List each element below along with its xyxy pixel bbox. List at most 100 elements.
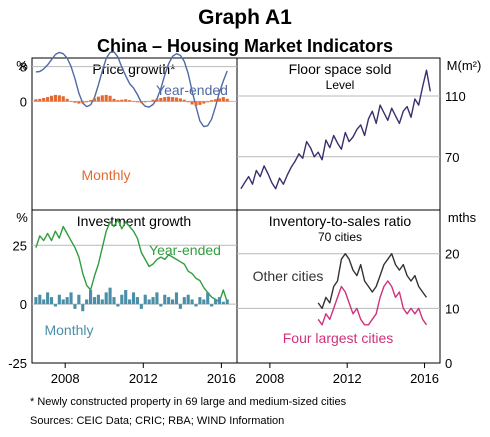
bar-monthly <box>225 299 229 305</box>
unit-right-bottom: mths <box>448 210 477 225</box>
bar-monthly <box>100 95 104 102</box>
unit-left-bottom: % <box>16 210 28 225</box>
bar-monthly <box>190 101 194 105</box>
bar-monthly <box>221 97 225 102</box>
bar-monthly <box>151 297 155 305</box>
bar-monthly <box>96 96 100 102</box>
x-tick-label: 2012 <box>129 371 158 386</box>
y-tick-label: 0 <box>445 356 452 371</box>
label-investment-year-ended: Year-ended <box>149 242 221 258</box>
label-four-largest: Four largest cities <box>283 330 393 346</box>
line-four-largest-cities <box>317 280 428 326</box>
bar-monthly <box>202 101 206 104</box>
bar-monthly <box>85 101 89 103</box>
bar-monthly <box>167 297 171 305</box>
bar-monthly <box>85 299 89 305</box>
bar-monthly <box>131 292 136 305</box>
label-other-cities: Other cities <box>253 268 324 284</box>
bar-monthly <box>163 294 167 305</box>
bar-monthly <box>139 101 143 103</box>
bar-monthly <box>49 297 54 305</box>
bar-monthly <box>213 299 218 305</box>
bar-monthly <box>147 100 151 102</box>
panel-title-floor-space: Floor space sold <box>289 61 392 77</box>
bar-monthly <box>143 294 147 305</box>
bar-monthly <box>182 297 186 305</box>
bar-monthly <box>77 101 81 104</box>
y-tick-label: 10 <box>445 301 459 316</box>
bar-monthly <box>213 99 218 102</box>
bar-monthly <box>89 100 93 102</box>
bar-monthly <box>217 297 221 305</box>
bar-monthly <box>131 100 136 102</box>
bar-monthly <box>61 96 65 102</box>
bar-monthly <box>147 299 151 305</box>
bar-monthly <box>53 304 57 307</box>
unit-right-top: M(m²) <box>447 58 482 73</box>
bar-monthly <box>163 97 167 102</box>
bar-monthly <box>112 98 116 102</box>
x-tick-label: 2008 <box>255 371 284 386</box>
line-level <box>240 69 431 190</box>
y-tick-label: 25 <box>13 238 27 253</box>
bar-monthly <box>92 297 97 305</box>
bar-monthly <box>116 100 120 102</box>
bar-monthly <box>112 297 116 305</box>
bar-monthly <box>46 97 50 102</box>
bar-monthly <box>128 100 132 102</box>
bar-monthly <box>190 299 194 305</box>
bar-monthly <box>171 299 175 305</box>
bar-monthly <box>124 290 128 305</box>
bar-monthly <box>96 294 100 305</box>
bar-monthly <box>42 97 46 102</box>
bar-monthly <box>206 292 210 305</box>
bar-monthly <box>65 297 69 305</box>
bar-monthly <box>155 292 159 305</box>
bar-monthly <box>186 101 190 103</box>
bar-monthly <box>73 304 77 309</box>
bar-monthly <box>89 290 93 305</box>
bar-monthly <box>174 292 179 305</box>
y-tick-label: 0 <box>20 297 27 312</box>
y-tick-label: -25 <box>8 356 27 371</box>
bar-monthly <box>198 297 202 305</box>
bar-monthly <box>53 94 57 102</box>
bar-monthly <box>159 304 163 307</box>
bar-monthly <box>81 101 85 104</box>
bar-monthly <box>61 299 65 305</box>
bar-monthly <box>194 304 198 307</box>
bar-monthly <box>143 101 147 103</box>
bar-monthly <box>135 101 139 103</box>
y-tick-label: 20 <box>445 247 459 262</box>
y-tick-label: 110 <box>445 89 466 104</box>
sources: Sources: CEIC Data; CRIC; RBA; WIND Info… <box>30 415 284 427</box>
bar-monthly <box>108 95 112 102</box>
bar-monthly <box>221 301 225 305</box>
bar-monthly <box>174 97 179 102</box>
bar-monthly <box>217 98 221 102</box>
bar-monthly <box>104 94 108 102</box>
panel-subtitle-inventory: 70 cities <box>318 230 362 244</box>
bar-monthly <box>210 100 214 102</box>
bar-monthly <box>120 294 124 305</box>
bar-monthly <box>194 101 198 106</box>
bar-monthly <box>69 292 73 305</box>
panel-title-investment: Investment growth <box>77 213 191 229</box>
unit-left-top: % <box>16 58 28 73</box>
panel-title-price-growth: Price growth* <box>92 61 176 77</box>
bar-monthly <box>151 99 155 102</box>
line-other-cities <box>317 252 428 310</box>
bar-monthly <box>81 304 85 312</box>
bar-monthly <box>49 95 54 102</box>
graph-label: Graph A1 <box>198 6 292 29</box>
ticks-layer: 0 8 70 110 -25 0 25 0 10 20 2008 2008 2012 2012 2016 20… <box>8 60 466 386</box>
bar-monthly <box>155 98 159 102</box>
x-tick-label: 2012 <box>333 371 362 386</box>
grid-layer <box>32 66 440 309</box>
bar-monthly <box>186 294 190 305</box>
bar-monthly <box>178 98 182 102</box>
bar-monthly <box>34 297 38 305</box>
marks-layer <box>34 51 431 326</box>
